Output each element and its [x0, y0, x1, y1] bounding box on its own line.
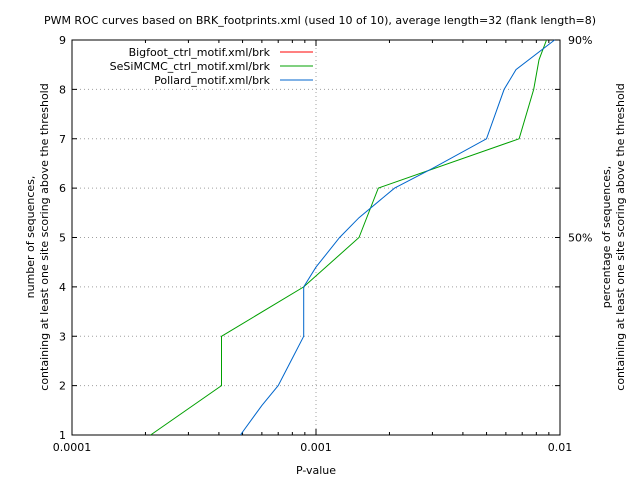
- y-axis-label-line1: number of sequences,: [24, 176, 37, 299]
- y2-axis-label: percentage of sequences, containing at l…: [600, 83, 627, 390]
- chart-title: PWM ROC curves based on BRK_footprints.x…: [44, 14, 596, 27]
- x-tick-label: 0.001: [300, 441, 332, 454]
- axis-ticks: 1 2 3 4 5 6 7 8 9 0.0001 0.001 0.01 50% 90%: [53, 34, 593, 454]
- x-tick-label: 0.01: [548, 441, 573, 454]
- y-axis-label-line2: containing at least one site scoring abo…: [38, 83, 51, 390]
- y2-tick-label: 90%: [568, 34, 592, 47]
- y2-tick-label: 50%: [568, 232, 592, 245]
- series-line: [239, 39, 555, 436]
- y-tick-label: 6: [59, 182, 66, 195]
- legend: Bigfoot_ctrl_motif.xml/brkSeSiMCMC_ctrl_…: [110, 46, 313, 87]
- x-axis-label: P-value: [296, 464, 336, 477]
- y-tick-label: 3: [59, 330, 66, 343]
- legend-label: Bigfoot_ctrl_motif.xml/brk: [129, 46, 271, 59]
- legend-label: Pollard_motif.xml/brk: [154, 74, 271, 87]
- y-tick-label: 9: [59, 34, 66, 47]
- series-lines: [150, 39, 555, 436]
- y-tick-label: 2: [59, 380, 66, 393]
- y-tick-label: 1: [59, 429, 66, 442]
- y-tick-label: 4: [59, 281, 66, 294]
- series-line: [150, 39, 547, 436]
- y2-axis-label-line2: containing at least one site scoring abo…: [614, 83, 627, 390]
- y-tick-label: 8: [59, 83, 66, 96]
- y2-axis-label-line1: percentage of sequences,: [600, 166, 613, 308]
- y-axis-label: number of sequences, containing at least…: [24, 83, 51, 390]
- legend-label: SeSiMCMC_ctrl_motif.xml/brk: [110, 60, 271, 73]
- y-tick-label: 5: [59, 232, 66, 245]
- y-tick-label: 7: [59, 133, 66, 146]
- x-tick-label: 0.0001: [53, 441, 92, 454]
- grid: [72, 40, 560, 435]
